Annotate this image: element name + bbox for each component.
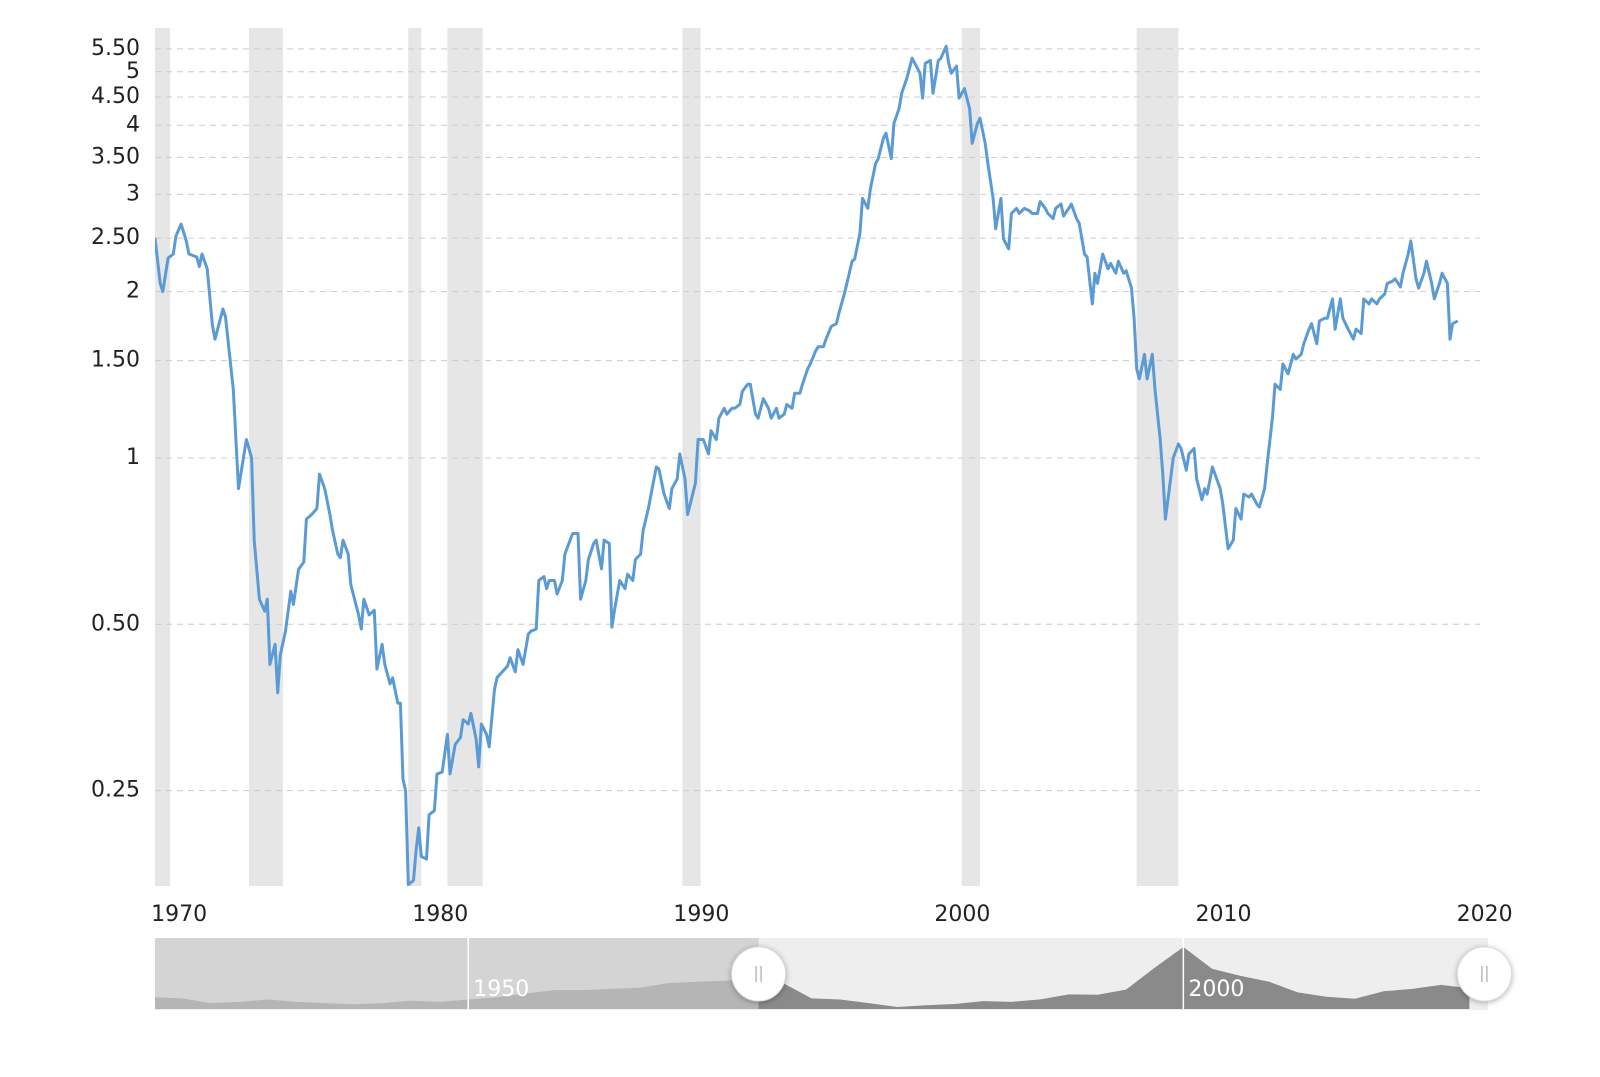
y-tick-label: 5.50 bbox=[91, 36, 140, 61]
y-tick-label: 3 bbox=[126, 181, 140, 206]
navigator-label: 1950 bbox=[473, 977, 529, 1002]
plot bbox=[155, 44, 1459, 886]
recession-band bbox=[961, 28, 981, 886]
y-tick-label: 0.25 bbox=[91, 778, 140, 803]
recession-band bbox=[682, 28, 701, 886]
recession-band bbox=[248, 28, 283, 886]
recession-band bbox=[155, 28, 171, 886]
y-tick-label: 2.50 bbox=[91, 225, 140, 250]
navigator-handle[interactable] bbox=[1456, 946, 1512, 1002]
recession-band bbox=[1136, 28, 1179, 886]
x-tick-label: 1990 bbox=[673, 902, 729, 927]
grid bbox=[155, 48, 1480, 792]
y-tick-label: 2 bbox=[126, 279, 140, 304]
y-tick-label: 0.50 bbox=[91, 611, 140, 636]
recession-bands bbox=[155, 28, 1179, 886]
y-tick-label: 1 bbox=[126, 445, 140, 470]
x-tick-label: 1980 bbox=[412, 902, 468, 927]
navigator-label: 2000 bbox=[1188, 977, 1244, 1002]
recession-band bbox=[408, 28, 422, 886]
x-tick-label: 1970 bbox=[151, 902, 207, 927]
navigator-area bbox=[155, 979, 759, 1009]
navigator-area-selected bbox=[758, 947, 1470, 1009]
x-tick-label: 2010 bbox=[1196, 902, 1252, 927]
x-tick-label: 2000 bbox=[934, 902, 990, 927]
y-tick-label: 3.50 bbox=[91, 144, 140, 169]
x-tick-label: 2020 bbox=[1457, 902, 1513, 927]
navigator: 1950 2000 bbox=[155, 938, 1512, 1010]
y-tick-label: 1.50 bbox=[91, 348, 140, 373]
y-tick-label: 5 bbox=[126, 59, 140, 84]
data-line bbox=[155, 44, 1459, 886]
y-tick-label: 4.50 bbox=[91, 84, 140, 109]
y-tick-label: 4 bbox=[126, 112, 140, 137]
navigator-handle[interactable] bbox=[731, 946, 787, 1002]
